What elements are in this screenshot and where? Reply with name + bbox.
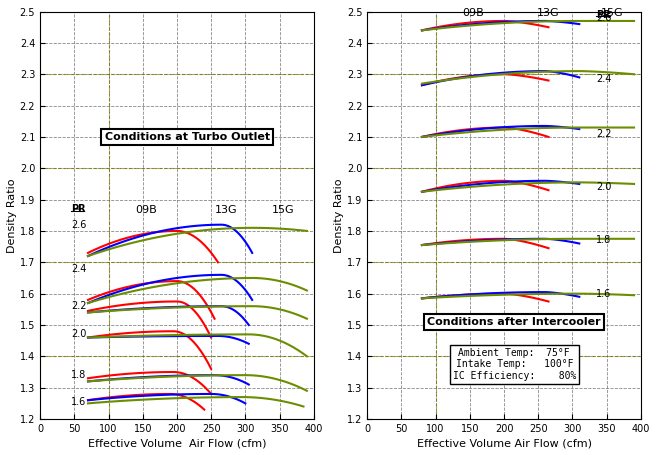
X-axis label: Effective Volume  Air Flow (cfm): Effective Volume Air Flow (cfm) — [87, 438, 266, 448]
Text: 09B: 09B — [135, 205, 157, 215]
Text: 2.6: 2.6 — [597, 13, 612, 23]
Text: 15G: 15G — [600, 8, 623, 18]
Text: 2.2: 2.2 — [71, 301, 86, 311]
Y-axis label: Density Ratio: Density Ratio — [7, 178, 17, 253]
Y-axis label: Density Ratio: Density Ratio — [334, 178, 344, 253]
Text: 1.8: 1.8 — [71, 370, 86, 380]
Text: 2.2: 2.2 — [597, 129, 612, 139]
Text: 13G: 13G — [537, 8, 560, 18]
Text: 2.4: 2.4 — [597, 74, 612, 84]
Text: PR: PR — [71, 204, 85, 214]
Text: 2.0: 2.0 — [71, 329, 86, 339]
Text: 1.6: 1.6 — [71, 397, 86, 407]
Text: 1.6: 1.6 — [597, 288, 612, 298]
Text: PR: PR — [597, 10, 611, 20]
Text: 2.4: 2.4 — [71, 263, 86, 273]
Text: 2.0: 2.0 — [597, 182, 612, 192]
Text: 09B: 09B — [463, 8, 484, 18]
Text: 1.8: 1.8 — [597, 235, 612, 245]
Text: Conditions after Intercooler: Conditions after Intercooler — [428, 317, 601, 327]
Text: Ambient Temp:  75°F
Intake Temp:   100°F
IC Efficiency:    80%: Ambient Temp: 75°F Intake Temp: 100°F IC… — [453, 348, 576, 381]
Text: 15G: 15G — [271, 205, 294, 215]
Text: Conditions at Turbo Outlet: Conditions at Turbo Outlet — [104, 132, 270, 142]
Text: 2.6: 2.6 — [71, 220, 86, 230]
X-axis label: Effective Volume Air Flow (cfm): Effective Volume Air Flow (cfm) — [417, 438, 591, 448]
Text: 13G: 13G — [215, 205, 237, 215]
